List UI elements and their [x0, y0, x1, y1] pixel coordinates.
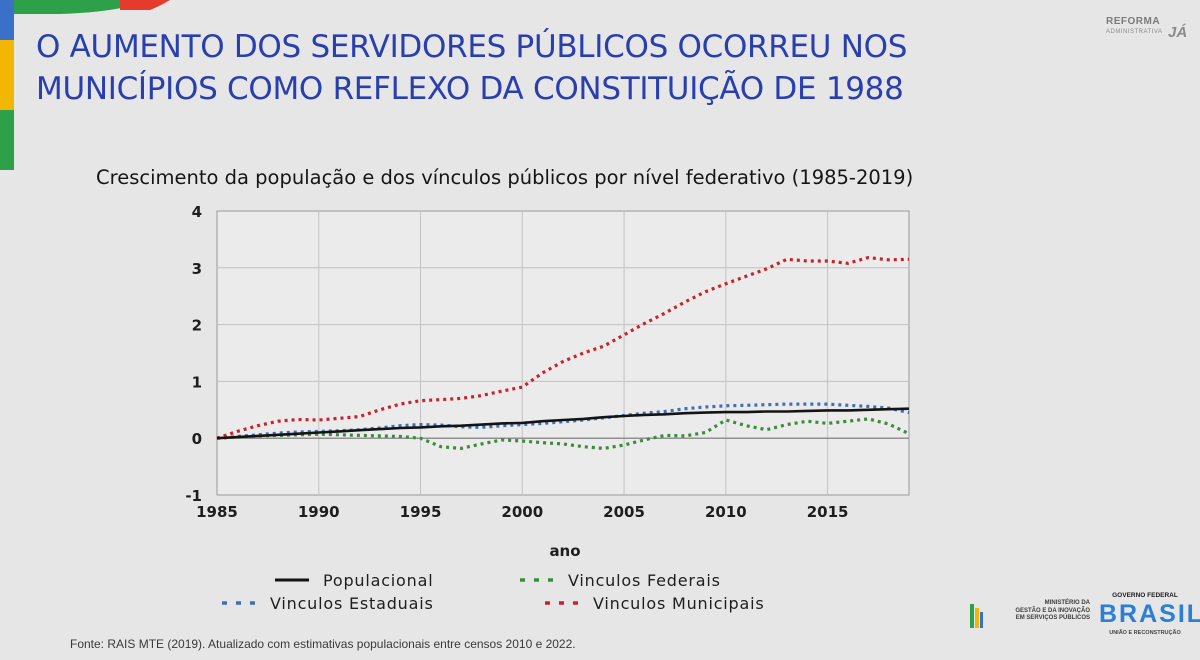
legend-label-populacional: Populacional: [323, 571, 433, 590]
reforma-administrativa-logo: REFORMA ADMINISTRATIVA JÁ: [1106, 10, 1196, 48]
ministry-name: MINISTÉRIO DA GESTÃO E DA INOVAÇÃO EM SE…: [984, 600, 1090, 623]
ministry-line1: MINISTÉRIO DA: [1044, 600, 1090, 606]
ministry-logo: MINISTÉRIO DA GESTÃO E DA INOVAÇÃO EM SE…: [968, 600, 1090, 634]
y-tick-label: 1: [192, 373, 202, 391]
brasil-wordmark: BRASIL: [1099, 600, 1200, 628]
x-tick-label: 1995: [400, 503, 442, 521]
x-tick-label: 1985: [196, 503, 238, 521]
series-line-populacional: [216, 407, 910, 440]
corner-accent-decoration: [0, 0, 170, 170]
plot-area: [216, 210, 910, 496]
administrativa-logo-text: ADMINISTRATIVA: [1106, 29, 1163, 35]
ministry-emblem-icon: [970, 604, 983, 628]
legend-label-vinculos-municipais: Vinculos Municipais: [593, 594, 765, 613]
x-tick-label: 2000: [501, 503, 543, 521]
ministry-line2: GESTÃO E DA INOVAÇÃO: [1015, 607, 1090, 614]
y-tick-label: 4: [192, 203, 202, 221]
governo-federal-logo: GOVERNO FEDERAL BRASIL UNIÃO E RECONSTRU…: [1097, 592, 1200, 644]
x-tick-label: 1990: [298, 503, 340, 521]
x-axis-label: ano: [549, 542, 580, 560]
y-tick-label: 0: [192, 430, 202, 448]
ja-logo-text: JÁ: [1168, 24, 1188, 41]
slide-title-line2: MUNICÍPIOS COMO REFLEXO DA CONSTITUIÇÃO …: [36, 71, 904, 107]
ministry-line3: EM SERVIÇOS PÚBLICOS: [1015, 615, 1090, 621]
x-tick-label: 2010: [705, 503, 747, 521]
series-line-vinculos-municipais: [216, 256, 910, 440]
governo-federal-text: GOVERNO FEDERAL: [1112, 592, 1178, 599]
reforma-logo-text: REFORMA: [1106, 16, 1161, 27]
x-tick-label: 2005: [603, 503, 645, 521]
legend-label-vinculos-federais: Vinculos Federais: [568, 571, 721, 590]
slide-title: O AUMENTO DOS SERVIDORES PÚBLICOS OCORRE…: [36, 26, 907, 110]
legend-label-vinculos-estaduais: Vinculos Estaduais: [270, 594, 434, 613]
slide-title-line1: O AUMENTO DOS SERVIDORES PÚBLICOS OCORRE…: [36, 29, 908, 65]
x-tick-label: 2015: [807, 503, 849, 521]
source-note: Fonte: RAIS MTE (2019). Atualizado com e…: [70, 637, 576, 651]
chart-title: Crescimento da população e dos vínculos …: [96, 166, 914, 189]
uniao-reconstrucao-text: UNIÃO E RECONSTRUÇÃO: [1109, 630, 1181, 636]
y-tick-label: -1: [185, 487, 202, 505]
y-tick-label: 2: [192, 317, 202, 335]
y-tick-label: 3: [192, 260, 202, 278]
